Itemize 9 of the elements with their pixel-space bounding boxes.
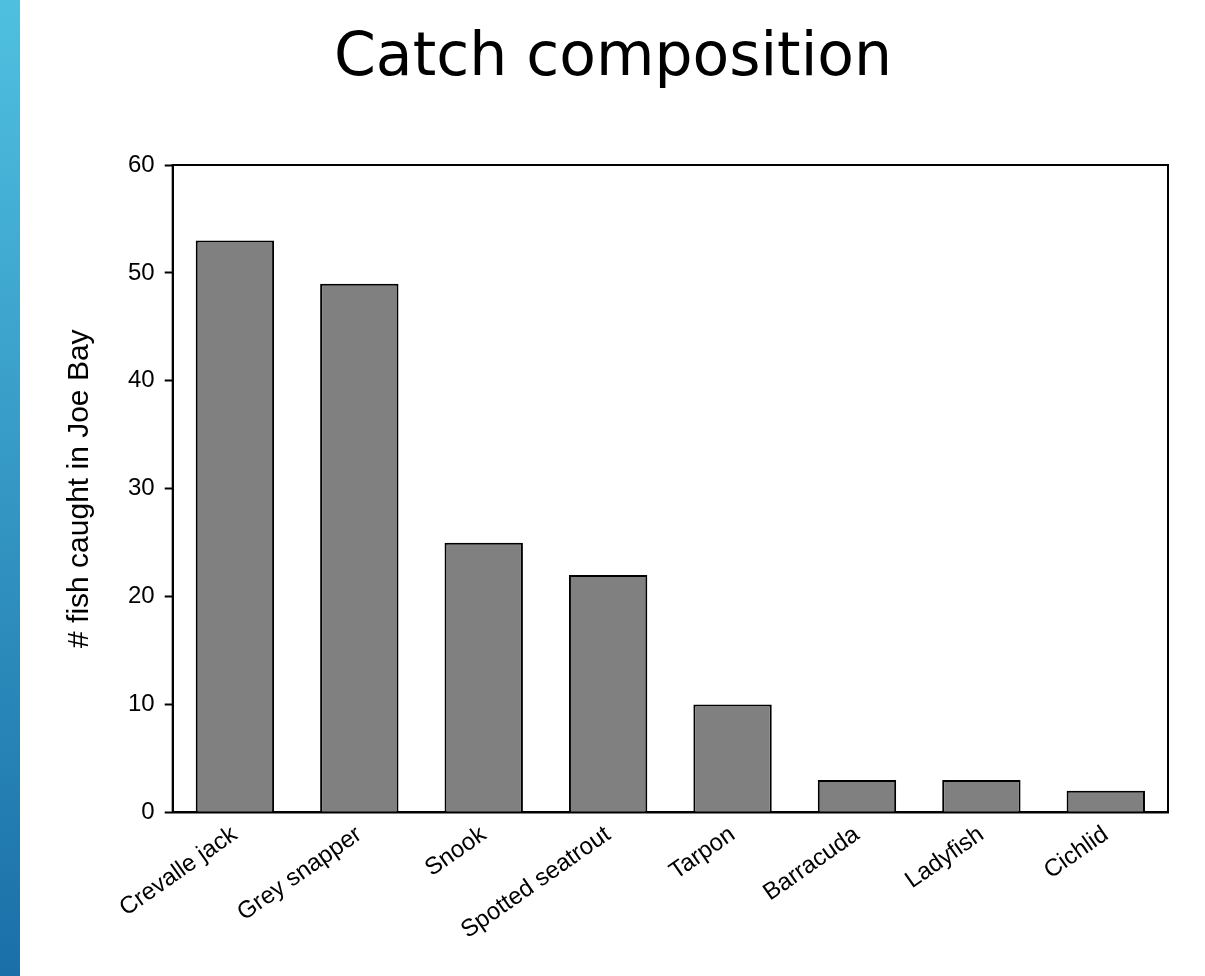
chart-title: Catch composition <box>333 18 893 89</box>
y-tick-label: 0 <box>141 797 155 825</box>
y-tick-label: 30 <box>127 473 155 501</box>
y-tick-label: 40 <box>127 365 155 393</box>
y-tick-label: 10 <box>127 689 155 717</box>
y-axis-title: # fish caught in Joe Bay <box>61 329 95 648</box>
y-tick-label: 60 <box>127 149 155 177</box>
y-tick-label: 20 <box>127 581 155 609</box>
y-tick-label: 50 <box>127 257 155 285</box>
